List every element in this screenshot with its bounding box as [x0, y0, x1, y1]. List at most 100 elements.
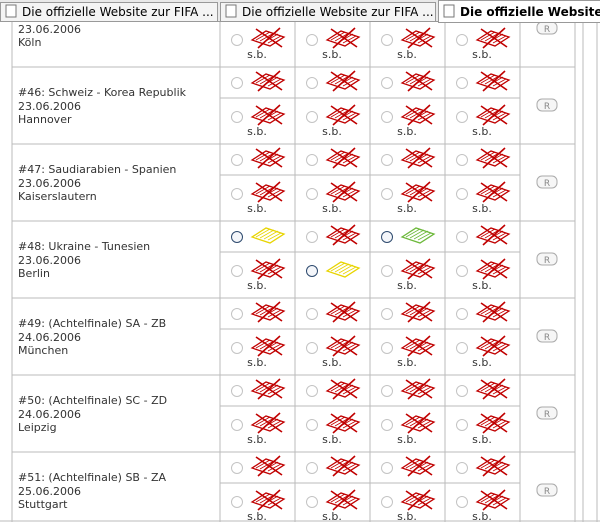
sold-label: s.b.	[322, 125, 342, 138]
radio	[381, 308, 393, 320]
button-label: R	[544, 410, 550, 420]
match-city: Stuttgart	[18, 498, 68, 511]
sold-label: s.b.	[472, 48, 492, 61]
sold-label: s.b.	[247, 356, 267, 369]
radio	[381, 419, 393, 431]
radio	[306, 462, 318, 474]
button-label: R	[544, 333, 550, 343]
radio	[381, 188, 393, 200]
match-row: #46: Schweiz - Korea Republik23.06.2006H…	[12, 70, 575, 145]
radio	[456, 419, 468, 431]
button-bg	[536, 98, 558, 112]
tab-icon	[443, 4, 455, 18]
reset-button[interactable]: R	[536, 21, 558, 35]
radio[interactable]	[231, 231, 243, 243]
button-bg	[536, 406, 558, 420]
radio	[381, 385, 393, 397]
radio	[456, 77, 468, 89]
radio	[306, 308, 318, 320]
radio	[456, 342, 468, 354]
reset-button[interactable]: R	[536, 329, 558, 343]
reset-button[interactable]: R	[536, 483, 558, 497]
sold-label: s.b.	[247, 202, 267, 215]
reset-button[interactable]: R	[536, 406, 558, 420]
sold-label: s.b.	[472, 433, 492, 446]
radio	[231, 265, 243, 277]
tab[interactable]: Die offizielle Website zur FIFA ...	[220, 2, 436, 22]
match-title: #51: (Achtelfinale) SB - ZA	[18, 471, 166, 484]
radio	[306, 496, 318, 508]
sold-label: s.b.	[322, 202, 342, 215]
radio	[456, 265, 468, 277]
radio[interactable]	[381, 231, 393, 243]
tab[interactable]: Die offizielle Website z	[438, 0, 600, 23]
button-label: R	[544, 25, 550, 35]
tab-bar: Die offizielle Website zur FIFA ... Die o…	[0, 0, 600, 23]
button-label: R	[544, 487, 550, 497]
radio	[231, 462, 243, 474]
reset-button[interactable]: R	[536, 252, 558, 266]
tab-title: Die offizielle Website z	[460, 5, 600, 19]
radio	[381, 265, 393, 277]
radio	[456, 496, 468, 508]
radio	[456, 111, 468, 123]
radio	[231, 419, 243, 431]
sold-label: s.b.	[472, 125, 492, 138]
match-title: #48: Ukraine - Tunesien	[18, 240, 150, 253]
button-label: R	[544, 256, 550, 266]
match-title: #46: Schweiz - Korea Republik	[18, 86, 187, 99]
radio	[456, 188, 468, 200]
radio	[231, 34, 243, 46]
radio	[231, 111, 243, 123]
match-city: München	[18, 344, 68, 357]
radio	[456, 34, 468, 46]
tab-icon	[5, 4, 17, 18]
sold-label: s.b.	[322, 510, 342, 522]
radio	[306, 154, 318, 166]
radio	[306, 419, 318, 431]
radio	[231, 496, 243, 508]
tab-bg	[438, 0, 600, 23]
sold-label: s.b.	[397, 356, 417, 369]
sold-label: s.b.	[472, 279, 492, 292]
radio	[306, 342, 318, 354]
sold-label: s.b.	[322, 356, 342, 369]
radio	[306, 385, 318, 397]
sold-label: s.b.	[397, 510, 417, 522]
radio	[231, 77, 243, 89]
match-title: #49: (Achtelfinale) SA - ZB	[18, 317, 166, 330]
reset-button[interactable]: R	[536, 175, 558, 189]
match-date: 24.06.2006	[18, 331, 81, 344]
radio	[381, 77, 393, 89]
radio	[231, 342, 243, 354]
sold-label: s.b.	[247, 48, 267, 61]
sold-label: s.b.	[247, 125, 267, 138]
tab[interactable]: Die offizielle Website zur FIFA ...	[0, 2, 218, 22]
sold-label: s.b.	[322, 48, 342, 61]
match-date: 25.06.2006	[18, 485, 81, 498]
button-label: R	[544, 179, 550, 189]
sold-label: s.b.	[397, 433, 417, 446]
match-row: #51: (Achtelfinale) SB - ZA25.06.2006Stu…	[18, 455, 558, 522]
sold-label: s.b.	[472, 202, 492, 215]
tab-icon	[225, 4, 237, 18]
tab-title: Die offizielle Website zur FIFA ...	[22, 5, 214, 19]
match-title: #50: (Achtelfinale) SC - ZD	[18, 394, 167, 407]
tab-bg	[0, 2, 218, 22]
radio[interactable]	[306, 265, 318, 277]
tab-title: Die offizielle Website zur FIFA ...	[242, 5, 434, 19]
button-bg	[536, 329, 558, 343]
radio	[456, 385, 468, 397]
radio	[381, 111, 393, 123]
sold-label: s.b.	[397, 48, 417, 61]
radio	[381, 154, 393, 166]
radio	[381, 462, 393, 474]
sold-label: s.b.	[397, 279, 417, 292]
reset-button[interactable]: R	[536, 98, 558, 112]
